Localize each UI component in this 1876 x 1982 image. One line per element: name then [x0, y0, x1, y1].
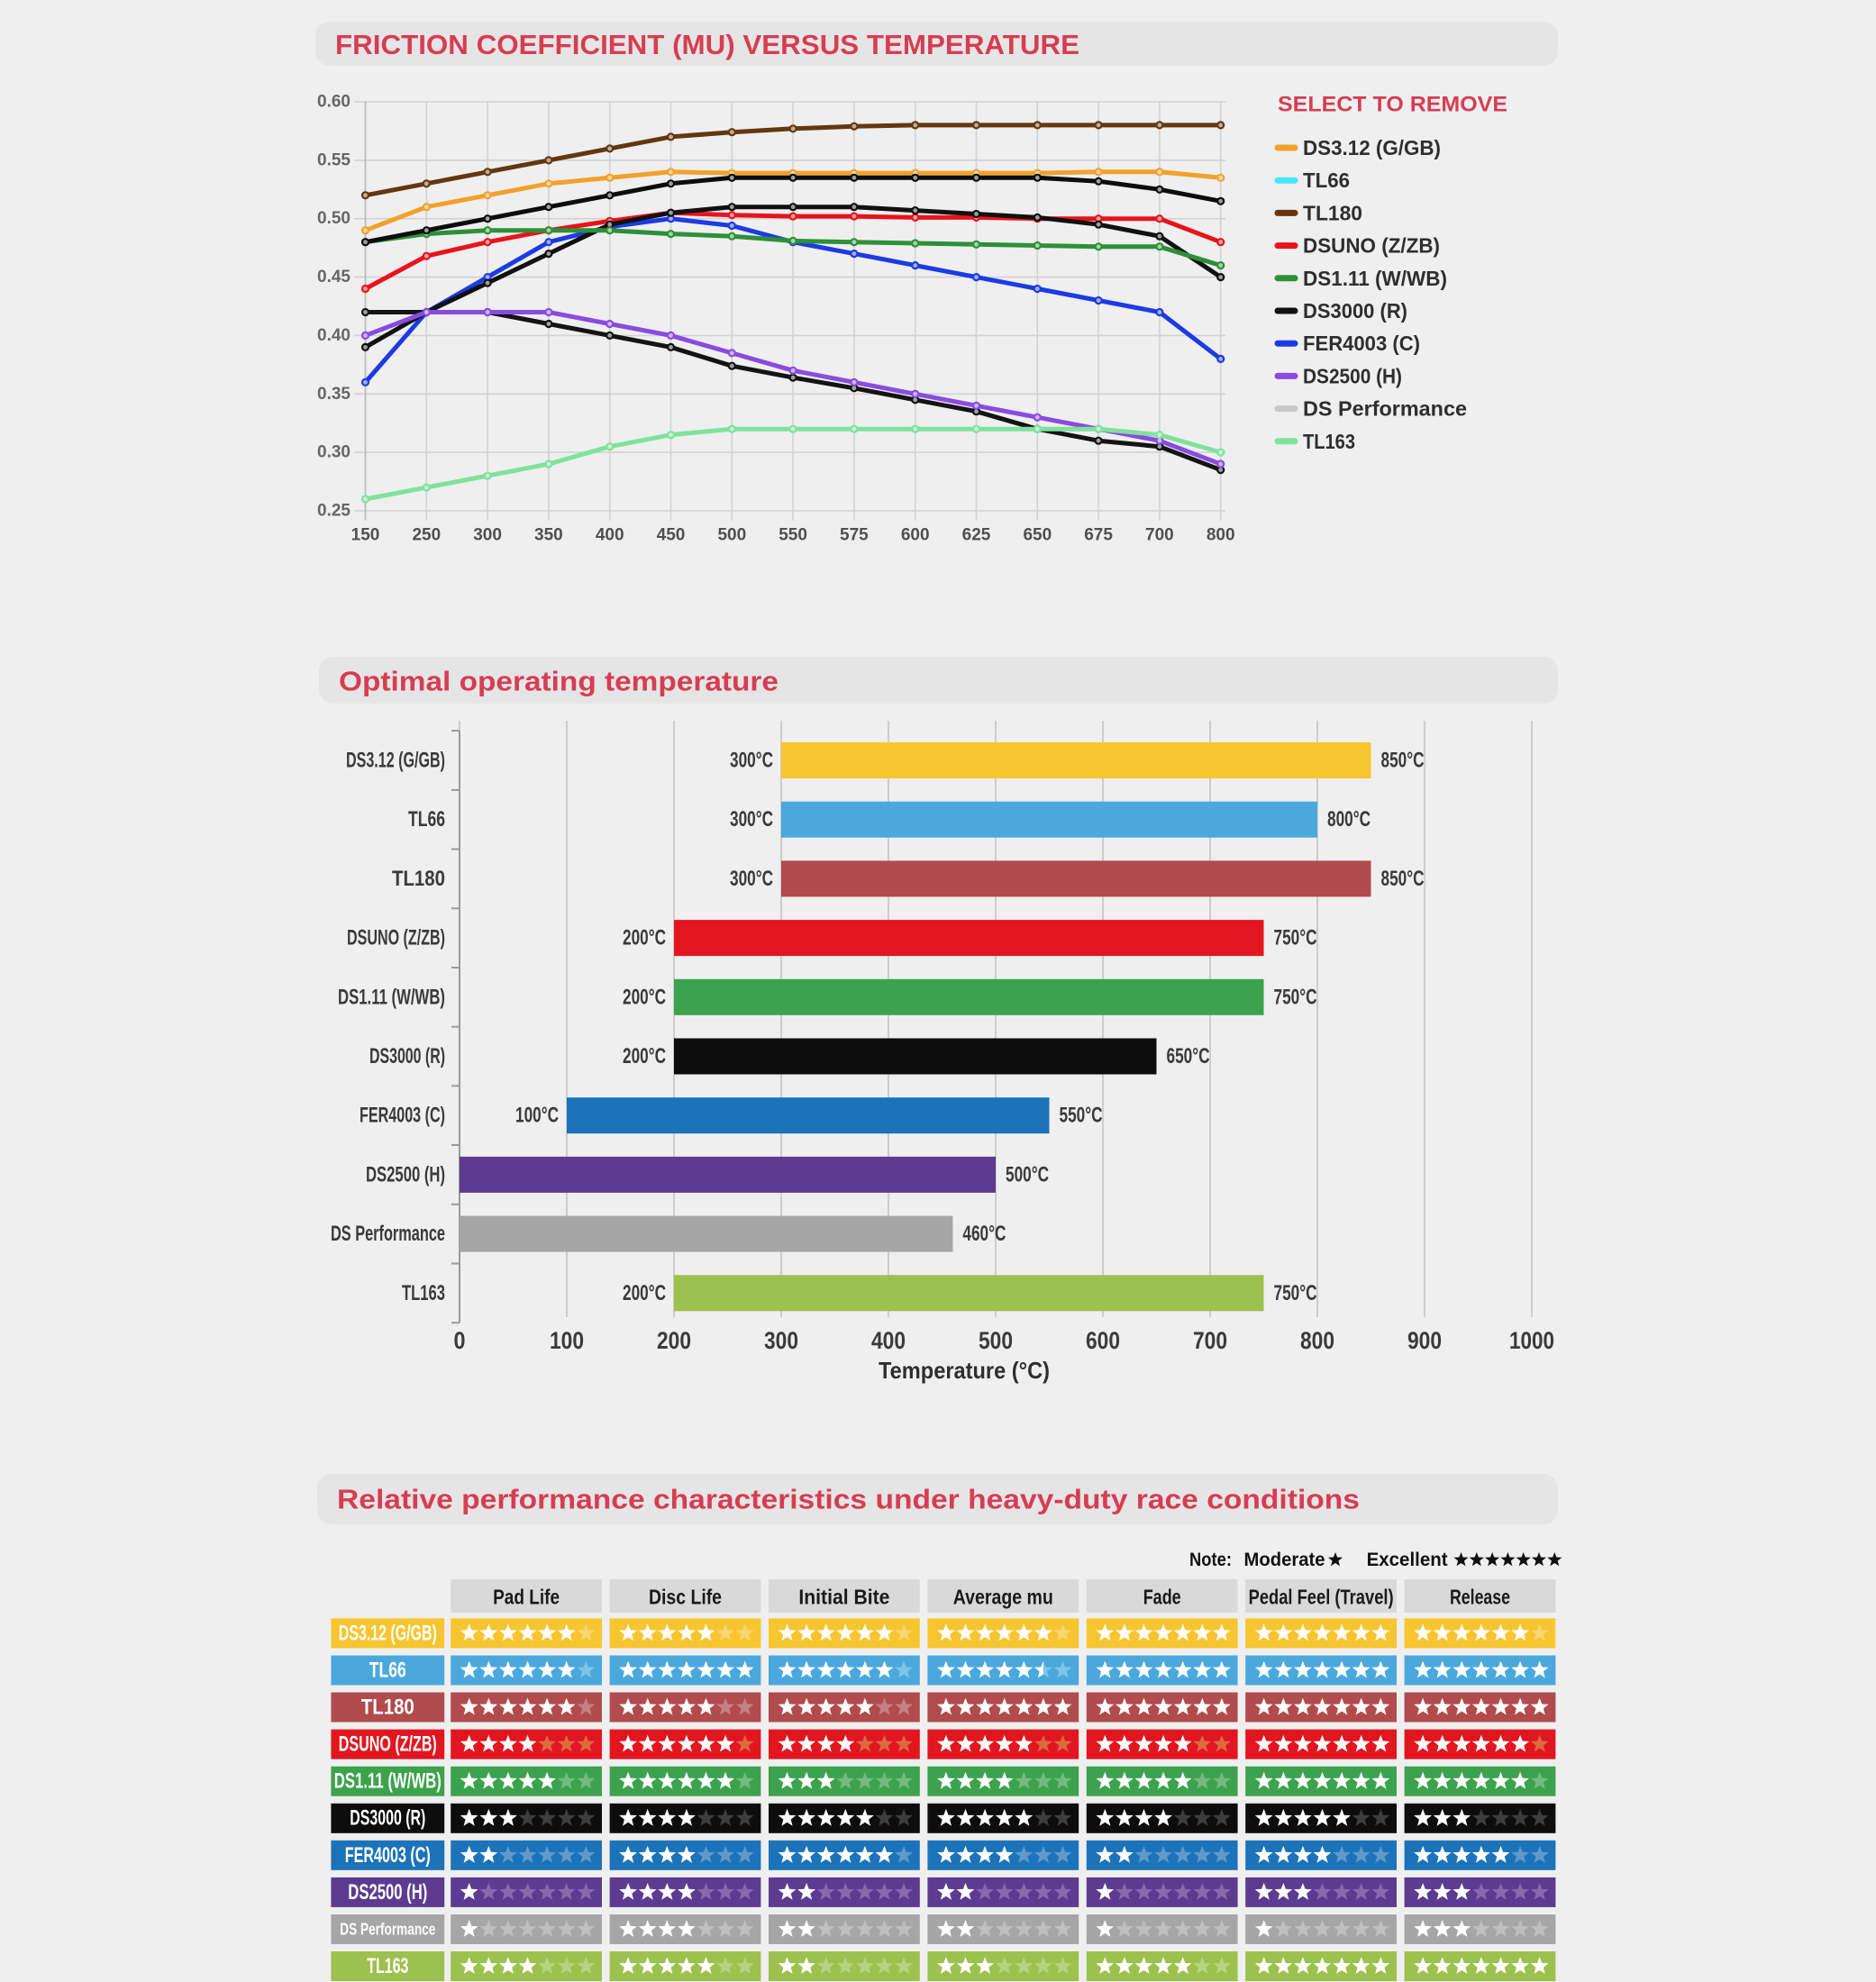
- svg-text:0.40: 0.40: [317, 326, 351, 345]
- svg-text:650: 650: [1023, 526, 1052, 545]
- svg-text:0.50: 0.50: [317, 209, 351, 228]
- svg-text:Note:: Note:: [1189, 1550, 1232, 1570]
- svg-text:550: 550: [779, 526, 807, 545]
- svg-text:DS2500 (H): DS2500 (H): [348, 1880, 427, 1905]
- svg-text:Pedal Feel (Travel): Pedal Feel (Travel): [1249, 1586, 1394, 1609]
- svg-text:0.45: 0.45: [317, 268, 351, 286]
- svg-text:DS3.12 (G/GB): DS3.12 (G/GB): [346, 749, 445, 773]
- svg-text:850°C: 850°C: [1381, 749, 1425, 773]
- svg-text:TL180: TL180: [392, 867, 445, 891]
- svg-text:DS3000 (R): DS3000 (R): [350, 1806, 425, 1831]
- svg-text:TL180: TL180: [361, 1696, 414, 1720]
- svg-text:100: 100: [550, 1327, 584, 1354]
- svg-text:625: 625: [962, 526, 991, 545]
- svg-text:FER4003 (C): FER4003 (C): [360, 1104, 445, 1128]
- svg-text:0.30: 0.30: [317, 443, 351, 462]
- svg-text:575: 575: [840, 526, 869, 545]
- svg-text:700: 700: [1193, 1327, 1227, 1354]
- svg-text:200: 200: [657, 1327, 691, 1354]
- svg-text:DS1.11 (W/WB): DS1.11 (W/WB): [338, 985, 445, 1009]
- svg-text:DS Performance: DS Performance: [340, 1921, 435, 1939]
- svg-text:TL163: TL163: [367, 1954, 408, 1978]
- svg-text:0: 0: [454, 1327, 466, 1354]
- svg-text:Excellent: Excellent: [1367, 1550, 1448, 1570]
- svg-text:100°C: 100°C: [515, 1104, 559, 1128]
- svg-text:DS1.11 (W/WB): DS1.11 (W/WB): [334, 1769, 442, 1794]
- svg-text:750°C: 750°C: [1274, 985, 1317, 1009]
- svg-text:FER4003 (C): FER4003 (C): [345, 1843, 431, 1868]
- svg-text:0.60: 0.60: [317, 93, 351, 112]
- svg-text:700: 700: [1145, 526, 1174, 545]
- svg-text:TL66: TL66: [1303, 168, 1350, 192]
- svg-text:DS2500 (H): DS2500 (H): [366, 1162, 445, 1186]
- svg-text:TL66: TL66: [408, 807, 445, 832]
- svg-text:460°C: 460°C: [962, 1222, 1006, 1246]
- svg-text:0.25: 0.25: [317, 502, 351, 521]
- svg-text:400: 400: [871, 1327, 906, 1354]
- svg-text:350: 350: [534, 526, 563, 545]
- svg-text:900: 900: [1407, 1327, 1442, 1354]
- svg-text:200°C: 200°C: [623, 926, 666, 950]
- svg-text:300°C: 300°C: [730, 807, 773, 832]
- svg-text:Disc Life: Disc Life: [649, 1586, 722, 1609]
- svg-text:400: 400: [596, 526, 624, 545]
- svg-text:DS3.12 (G/GB): DS3.12 (G/GB): [1303, 136, 1441, 159]
- svg-text:250: 250: [412, 526, 441, 545]
- svg-text:1000: 1000: [1509, 1327, 1554, 1354]
- svg-text:TL163: TL163: [1303, 430, 1355, 453]
- svg-text:DS3.12 (G/GB): DS3.12 (G/GB): [339, 1621, 437, 1645]
- svg-text:300°C: 300°C: [730, 749, 773, 773]
- svg-text:FER4003 (C): FER4003 (C): [1303, 332, 1420, 355]
- svg-text:Temperature (°C): Temperature (°C): [879, 1357, 1050, 1384]
- svg-text:0.35: 0.35: [317, 385, 351, 404]
- svg-text:200°C: 200°C: [623, 1044, 666, 1068]
- svg-text:800: 800: [1207, 526, 1235, 545]
- svg-text:Moderate: Moderate: [1244, 1550, 1325, 1570]
- svg-text:150: 150: [351, 526, 380, 545]
- svg-text:TL163: TL163: [402, 1281, 445, 1305]
- svg-text:FRICTION COEFFICIENT (MU) VERS: FRICTION COEFFICIENT (MU) VERSUS TEMPERA…: [335, 29, 1079, 60]
- svg-text:Average mu: Average mu: [953, 1586, 1053, 1609]
- svg-text:500: 500: [717, 526, 746, 545]
- svg-text:550°C: 550°C: [1060, 1104, 1103, 1128]
- svg-text:650°C: 650°C: [1167, 1044, 1210, 1068]
- svg-text:Initial Bite: Initial Bite: [798, 1586, 889, 1609]
- svg-text:DSUNO (Z/ZB): DSUNO (Z/ZB): [1303, 234, 1440, 258]
- svg-text:800: 800: [1300, 1327, 1334, 1354]
- svg-text:DS Performance: DS Performance: [1303, 397, 1467, 421]
- svg-text:675: 675: [1084, 526, 1113, 545]
- svg-text:Pad Life: Pad Life: [493, 1586, 560, 1609]
- svg-text:800°C: 800°C: [1327, 807, 1371, 832]
- svg-text:DS3000 (R): DS3000 (R): [1303, 299, 1407, 323]
- svg-text:Fade: Fade: [1143, 1586, 1181, 1609]
- svg-text:SELECT TO REMOVE: SELECT TO REMOVE: [1278, 93, 1507, 117]
- svg-text:850°C: 850°C: [1381, 867, 1425, 891]
- svg-text:0.55: 0.55: [317, 150, 351, 169]
- svg-text:600: 600: [901, 526, 930, 545]
- svg-text:DS1.11 (W/WB): DS1.11 (W/WB): [1303, 267, 1447, 290]
- svg-text:600: 600: [1086, 1327, 1120, 1354]
- svg-text:DS3000 (R): DS3000 (R): [369, 1044, 445, 1068]
- svg-text:300°C: 300°C: [730, 867, 773, 891]
- svg-text:200°C: 200°C: [623, 985, 666, 1009]
- svg-text:200°C: 200°C: [623, 1281, 666, 1305]
- svg-text:450: 450: [657, 526, 686, 545]
- svg-text:750°C: 750°C: [1274, 926, 1317, 950]
- svg-text:Optimal operating temperature: Optimal operating temperature: [339, 666, 779, 697]
- svg-text:DSUNO (Z/ZB): DSUNO (Z/ZB): [347, 926, 445, 950]
- svg-text:DS2500 (H): DS2500 (H): [1303, 364, 1402, 387]
- svg-text:500: 500: [979, 1327, 1013, 1354]
- svg-text:750°C: 750°C: [1274, 1281, 1317, 1305]
- svg-text:DS Performance: DS Performance: [331, 1222, 445, 1246]
- svg-text:TL180: TL180: [1303, 201, 1362, 224]
- svg-text:300: 300: [764, 1327, 798, 1354]
- svg-text:500°C: 500°C: [1006, 1162, 1049, 1186]
- svg-text:Release: Release: [1450, 1586, 1510, 1609]
- svg-text:TL66: TL66: [369, 1659, 406, 1683]
- svg-text:300: 300: [473, 526, 502, 545]
- svg-text:Relative performance character: Relative performance characteristics und…: [337, 1484, 1360, 1515]
- svg-text:DSUNO (Z/ZB): DSUNO (Z/ZB): [339, 1732, 437, 1757]
